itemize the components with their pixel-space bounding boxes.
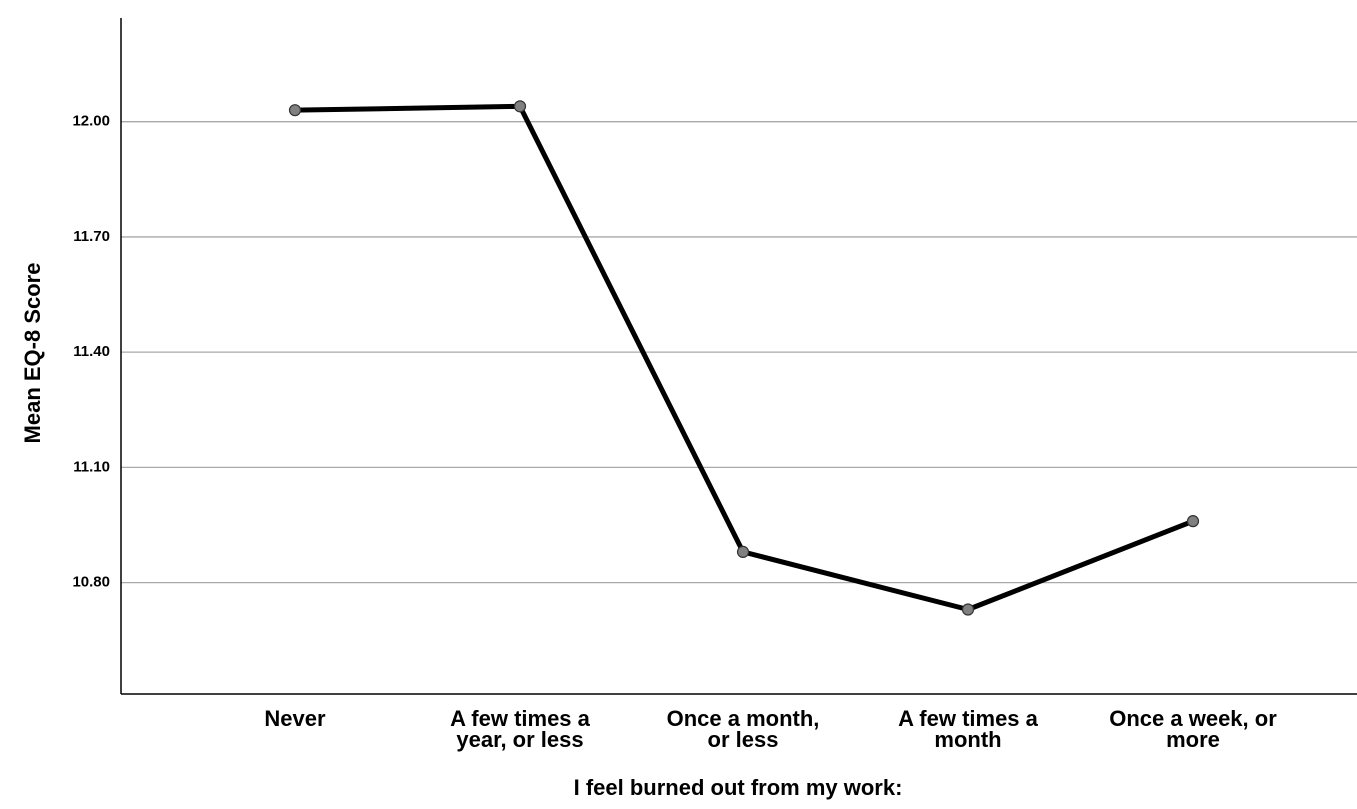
data-point: [288, 104, 302, 117]
y-tick-label: 11.70: [73, 228, 110, 245]
y-tick-label: 11.40: [73, 343, 110, 360]
series-mean-eq8: [288, 100, 1200, 616]
x-tick-label-line: A few times a: [898, 706, 1039, 731]
y-tick-label: 10.80: [72, 574, 110, 591]
x-tick-label-line: or less: [708, 727, 779, 752]
data-point: [736, 545, 750, 558]
data-point: [1186, 515, 1200, 528]
gridlines: [121, 121, 1357, 584]
x-tick-label-line: more: [1166, 727, 1220, 752]
x-tick-label: Never: [264, 706, 326, 731]
data-point: [961, 603, 975, 616]
data-point: [513, 100, 527, 113]
y-axis-title: Mean EQ-8 Score: [20, 263, 45, 444]
x-tick-label: A few times a year, or less: [450, 706, 591, 752]
x-tick-label-line: year, or less: [456, 727, 583, 752]
x-tick-label-line: Never: [264, 706, 326, 731]
x-tick-label-line: Once a week, or: [1109, 706, 1277, 731]
y-tick-label: 11.10: [73, 458, 110, 475]
x-tick-label: A few times a month: [898, 706, 1039, 752]
x-tick-label: Once a week, or more: [1109, 706, 1277, 752]
x-tick-label-line: Once a month,: [667, 706, 820, 731]
y-tick-label: 12.00: [72, 113, 110, 130]
x-axis-title: I feel burned out from my work:: [574, 775, 903, 800]
x-tick-label: Once a month, or less: [667, 706, 820, 752]
x-tick-label-line: A few times a: [450, 706, 591, 731]
series-line: [292, 103, 1196, 612]
axes: [120, 18, 1357, 695]
x-tick-label-line: month: [934, 727, 1001, 752]
y-tick-labels: 10.80 11.10 11.40 11.70 12.00: [72, 113, 110, 591]
